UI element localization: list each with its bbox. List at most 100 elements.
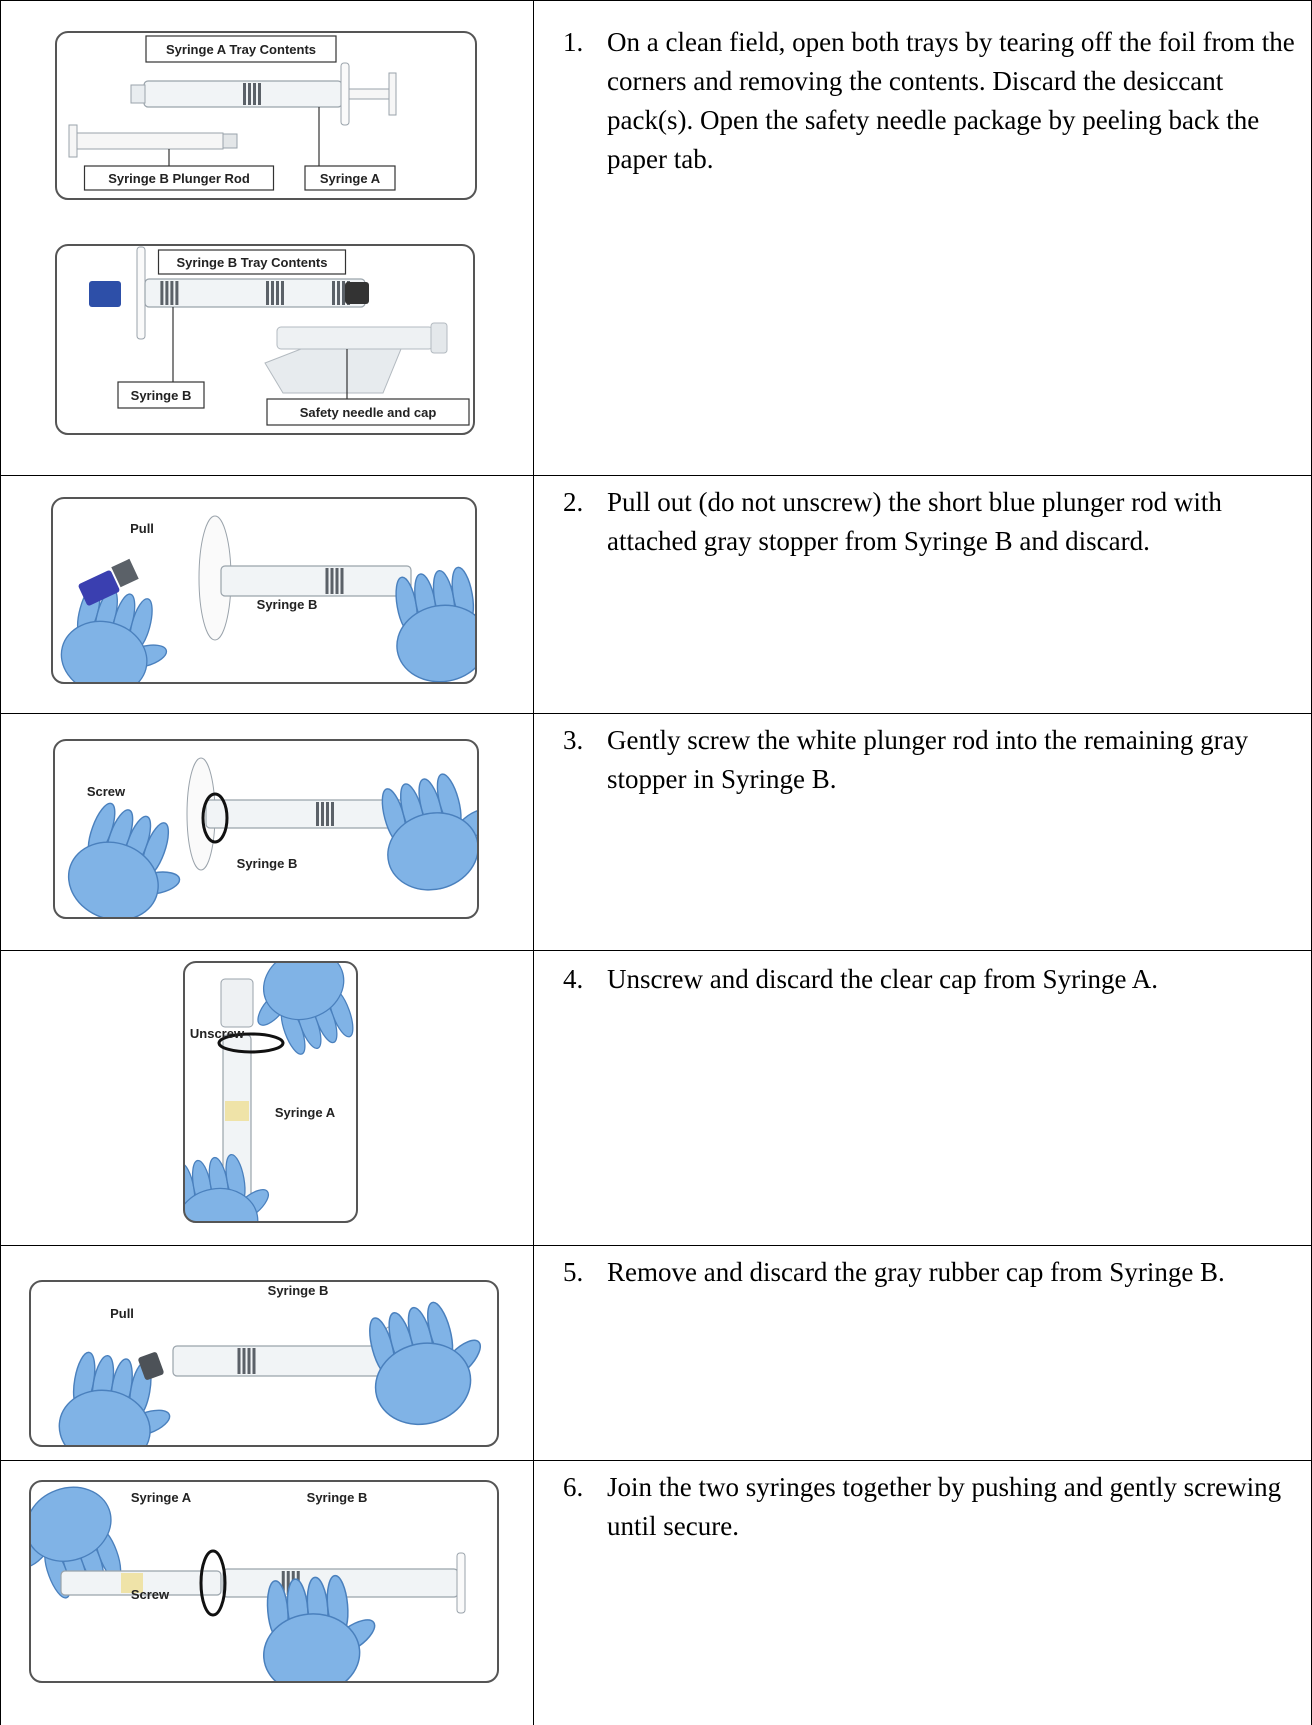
step-text: Gently screw the white plunger rod into … — [607, 725, 1249, 794]
stopper-ridge — [266, 281, 269, 305]
palm — [58, 1389, 151, 1446]
step-text: Remove and discard the gray rubber cap f… — [607, 1257, 1225, 1287]
label-box — [145, 35, 337, 63]
palm — [30, 1486, 112, 1562]
stopper-ridge — [330, 568, 334, 594]
image-frame — [29, 1280, 499, 1447]
stopper-ridge — [165, 281, 169, 305]
image-label: Unscrew — [190, 1026, 245, 1041]
step-number: 2. — [563, 487, 584, 517]
step-illustration: Screw Syringe B — [53, 739, 479, 919]
step-row: Syringe B Pull 5. Remove and discard the gr… — [0, 1245, 1312, 1460]
stopper-ridge — [337, 281, 340, 305]
palm — [262, 962, 345, 1021]
step-text-cell: 1. On a clean field, open both trays by t… — [534, 1, 1311, 174]
column-divider — [533, 476, 534, 713]
stopper-ridge — [248, 83, 251, 105]
palm — [60, 620, 148, 683]
needle-cap — [276, 326, 434, 350]
stopper-ridge — [321, 802, 324, 826]
rotation-arrow — [201, 792, 229, 844]
image-label: Syringe B — [257, 597, 318, 612]
step-row: Syringe A Tray Contents Syringe B Plunger… — [0, 0, 1312, 475]
syringe-barrel — [172, 1345, 389, 1377]
stopper-ridge — [160, 281, 164, 305]
glove — [257, 962, 354, 1055]
plunger-rod-b — [76, 132, 224, 150]
stopper-ridge — [271, 281, 274, 305]
scene — [184, 962, 357, 1222]
image-label: Syringe A Tray Contents — [166, 42, 316, 57]
stopper-ridge — [340, 568, 344, 594]
plunger-end — [388, 72, 397, 116]
syringe-barrel — [205, 799, 407, 829]
image-frame — [55, 244, 475, 435]
step-text: Pull out (do not unscrew) the short blue… — [607, 487, 1222, 556]
image-frame — [51, 497, 477, 684]
image-background — [56, 32, 476, 199]
palm — [184, 1187, 259, 1222]
scene — [56, 32, 476, 434]
scene — [30, 1481, 498, 1682]
step-illustration: Syringe A Tray Contents Syringe B Plunger… — [55, 31, 477, 435]
image-label: Pull — [110, 1306, 134, 1321]
gray-cap — [138, 1352, 164, 1380]
step-text-cell: 6. Join the two syringes together by push… — [534, 1461, 1311, 1541]
scene — [52, 498, 476, 683]
glove — [263, 1574, 376, 1682]
image-label: Syringe A — [131, 1490, 192, 1505]
syringe-barrel — [220, 565, 412, 597]
glove — [184, 1153, 270, 1222]
image-frame — [53, 739, 479, 919]
stopper-ridge — [243, 83, 246, 105]
black-cap — [345, 282, 369, 304]
step-row: Unscrew Syringe A 4. Unscrew and discard th… — [0, 950, 1312, 1245]
powder — [121, 1573, 143, 1593]
step-text: On a clean field, open both trays by tea… — [607, 27, 1295, 174]
stopper-ridge — [276, 281, 279, 305]
label-box — [83, 165, 275, 191]
stopper-ridge — [325, 568, 329, 594]
glove — [67, 802, 181, 918]
step-illustration: Syringe B Pull — [29, 1280, 499, 1447]
column-divider — [533, 714, 534, 950]
flange — [456, 1552, 466, 1614]
step-text-cell: 5. Remove and discard the gray rubber cap… — [534, 1246, 1311, 1287]
palm — [374, 1342, 472, 1426]
label-box — [157, 249, 347, 275]
stopper-ridge — [281, 1571, 285, 1595]
glove — [369, 1301, 481, 1426]
image-frame — [183, 961, 358, 1223]
step-text-cell: 3. Gently screw the white plunger rod int… — [534, 714, 1311, 794]
step-row: Pull Syringe B 2. Pull out (do not unscrew)… — [0, 475, 1312, 713]
blue-plunger — [78, 570, 120, 606]
stopper-ridge — [331, 802, 334, 826]
step-number: 1. — [563, 27, 584, 57]
plunger-rod — [348, 88, 390, 100]
glove — [395, 566, 476, 683]
step-text: Unscrew and discard the clear cap from S… — [607, 964, 1159, 994]
plunger-rod-b-thread — [222, 133, 238, 149]
scene — [54, 740, 478, 918]
needle-shield — [264, 348, 402, 394]
label-box — [266, 398, 470, 426]
needle-hub — [430, 322, 448, 354]
clear-cap — [220, 978, 254, 1028]
step-text: Join the two syringes together by pushin… — [607, 1472, 1282, 1541]
step-number: 5. — [563, 1257, 584, 1287]
rotation-arrow — [199, 1549, 227, 1617]
stopper-ridge — [252, 1348, 256, 1374]
blue-plunger — [89, 281, 121, 307]
step-number: 6. — [563, 1472, 584, 1502]
step-text-cell: 2. Pull out (do not unscrew) the short bl… — [534, 476, 1311, 556]
stopper-ridge — [258, 83, 261, 105]
plunger-rod-b-end — [68, 124, 78, 158]
image-label: Safety needle and cap — [300, 405, 437, 420]
stopper-ridge — [326, 802, 329, 826]
stopper-ridge — [170, 281, 174, 305]
stopper-ridge — [342, 281, 345, 305]
image-label: Pull — [130, 521, 154, 536]
flange — [136, 246, 146, 340]
step-illustration: Syringe A Syringe B Screw — [29, 1480, 499, 1683]
